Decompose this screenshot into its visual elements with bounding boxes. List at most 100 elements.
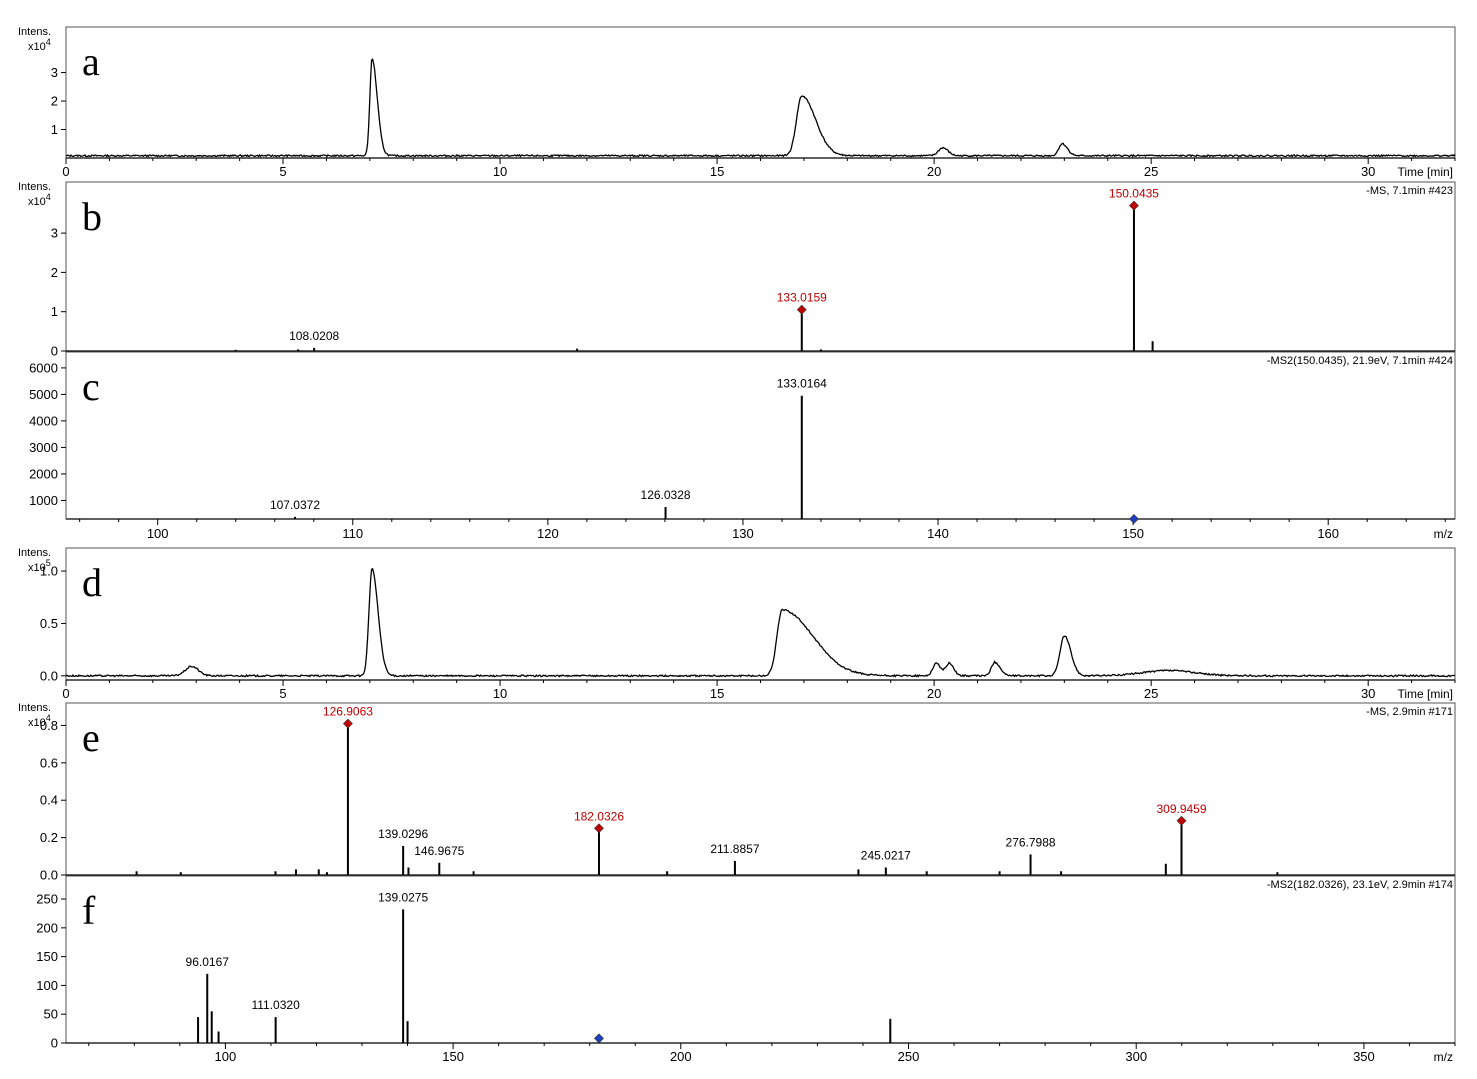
peak-label: 133.0164 [777,377,827,391]
scale-exponent: 4 [46,713,51,723]
x-tick-label: 130 [732,526,754,541]
panel-letter: c [82,364,100,409]
intensity-label: Intens. [18,26,51,38]
y-tick-label: 2 [51,265,58,280]
chromatogram-trace [65,58,1456,158]
x-tick-label: 150 [442,1049,464,1064]
peak-label: 133.0159 [777,291,827,305]
precursor-marker [594,1033,604,1044]
y-tick-label: 0.5 [40,616,58,631]
y-tick-label: 2 [51,94,58,109]
peak-label: 182.0326 [574,809,624,823]
panel-letter: e [82,715,100,760]
scan-info: -MS, 2.9min #171 [1366,706,1453,718]
x-tick-label: 15 [710,686,724,701]
scan-info: -MS, 7.1min #423 [1366,185,1453,197]
panel-frame [65,702,1456,876]
peak-label: 146.9675 [414,844,464,858]
x-tick-label: 100 [215,1049,237,1064]
y-tick-label: 250 [36,892,58,907]
panel-f: f -MS2(182.0326), 23.1eV, 2.9min #174 0 50 1… [36,875,1456,1064]
scale-base: x10 [28,41,46,53]
y-tick-label: 150 [36,949,58,964]
peak-label: 150.0435 [1109,187,1159,201]
peak-label: 126.9063 [323,705,373,719]
y-tick-label: 3000 [29,440,58,455]
x-tick-label: 140 [927,526,949,541]
x-axis-label: m/z [1434,527,1453,541]
y-tick-label: 0 [51,1036,58,1051]
y-tick-label: 0.2 [40,830,58,845]
panel-frame [65,181,1456,352]
precursor-marker [1176,815,1187,826]
peak-label: 111.0320 [251,998,300,1012]
scale-base: x10 [28,717,46,729]
x-tick-label: 10 [493,164,507,179]
scale-label: x104 [28,713,51,729]
scale-label: x104 [28,37,51,53]
x-tick-label: 20 [927,164,941,179]
y-tick-label: 50 [44,1007,58,1022]
x-tick-label: 25 [1144,686,1158,701]
panel-frame [65,547,1456,681]
y-tick-label: 100 [36,978,58,993]
precursor-marker [594,823,604,834]
scale-exponent: 5 [46,558,51,568]
y-tick-label: 0.0 [40,668,58,683]
y-tick-label: 0.4 [40,793,58,808]
x-tick-label: 30 [1361,686,1375,701]
y-tick-label: 4000 [29,413,58,428]
peak-label: 126.0328 [641,488,691,502]
panel-frame [65,26,1456,159]
chromatogram-trace [65,567,1456,678]
x-axis-label: Time [min] [1397,687,1453,701]
y-tick-label: 0 [51,344,58,359]
intensity-label: Intens. [18,547,51,559]
x-tick-label: 0 [62,686,69,701]
y-tick-label: 0.8 [40,718,58,733]
x-tick-label: 20 [927,686,941,701]
scale-exponent: 4 [46,37,51,47]
scan-info: -MS2(150.0435), 21.9eV, 7.1min #424 [1267,355,1453,367]
peak-label: 211.8857 [710,842,759,856]
peak-label: 107.0372 [270,498,320,512]
precursor-marker [796,304,807,315]
scale-label: x104 [28,192,51,208]
peak-label: 96.0167 [186,955,230,969]
x-tick-label: 300 [1125,1049,1147,1064]
y-tick-label: 3 [51,65,58,80]
panel-letter: b [82,194,102,239]
y-tick-label: 1.0 [40,564,58,579]
y-tick-label: 2000 [29,466,58,481]
y-tick-label: 1 [51,122,58,137]
scan-info: -MS2(182.0326), 23.1eV, 2.9min #174 [1267,879,1453,891]
intensity-label: Intens. [18,181,51,193]
intensity-label: Intens. [18,702,51,714]
scale-base: x10 [28,196,46,208]
x-tick-label: 200 [670,1049,692,1064]
peak-label: 245.0217 [861,849,911,863]
x-tick-label: 0 [62,164,69,179]
peak-label: 139.0275 [378,890,428,904]
peak-label: 108.0208 [289,329,339,343]
peak-label: 139.0296 [378,827,428,841]
panel-frame [65,351,1456,520]
peak-label: 276.7988 [1006,835,1056,849]
x-tick-label: 150 [1122,526,1144,541]
panel-letter: a [82,39,100,84]
x-tick-label: 250 [898,1049,920,1064]
x-axis-label: Time [min] [1397,165,1453,179]
y-tick-label: 5000 [29,387,58,402]
panel-c: c -MS2(150.0435), 21.9eV, 7.1min #424 1000… [29,351,1456,541]
panel-letter: d [82,560,102,605]
x-tick-label: 5 [279,686,286,701]
y-tick-label: 0.0 [40,868,58,883]
x-tick-label: 15 [710,164,724,179]
x-tick-label: 5 [279,164,286,179]
x-tick-label: 160 [1317,526,1339,541]
x-tick-label: 100 [147,526,169,541]
